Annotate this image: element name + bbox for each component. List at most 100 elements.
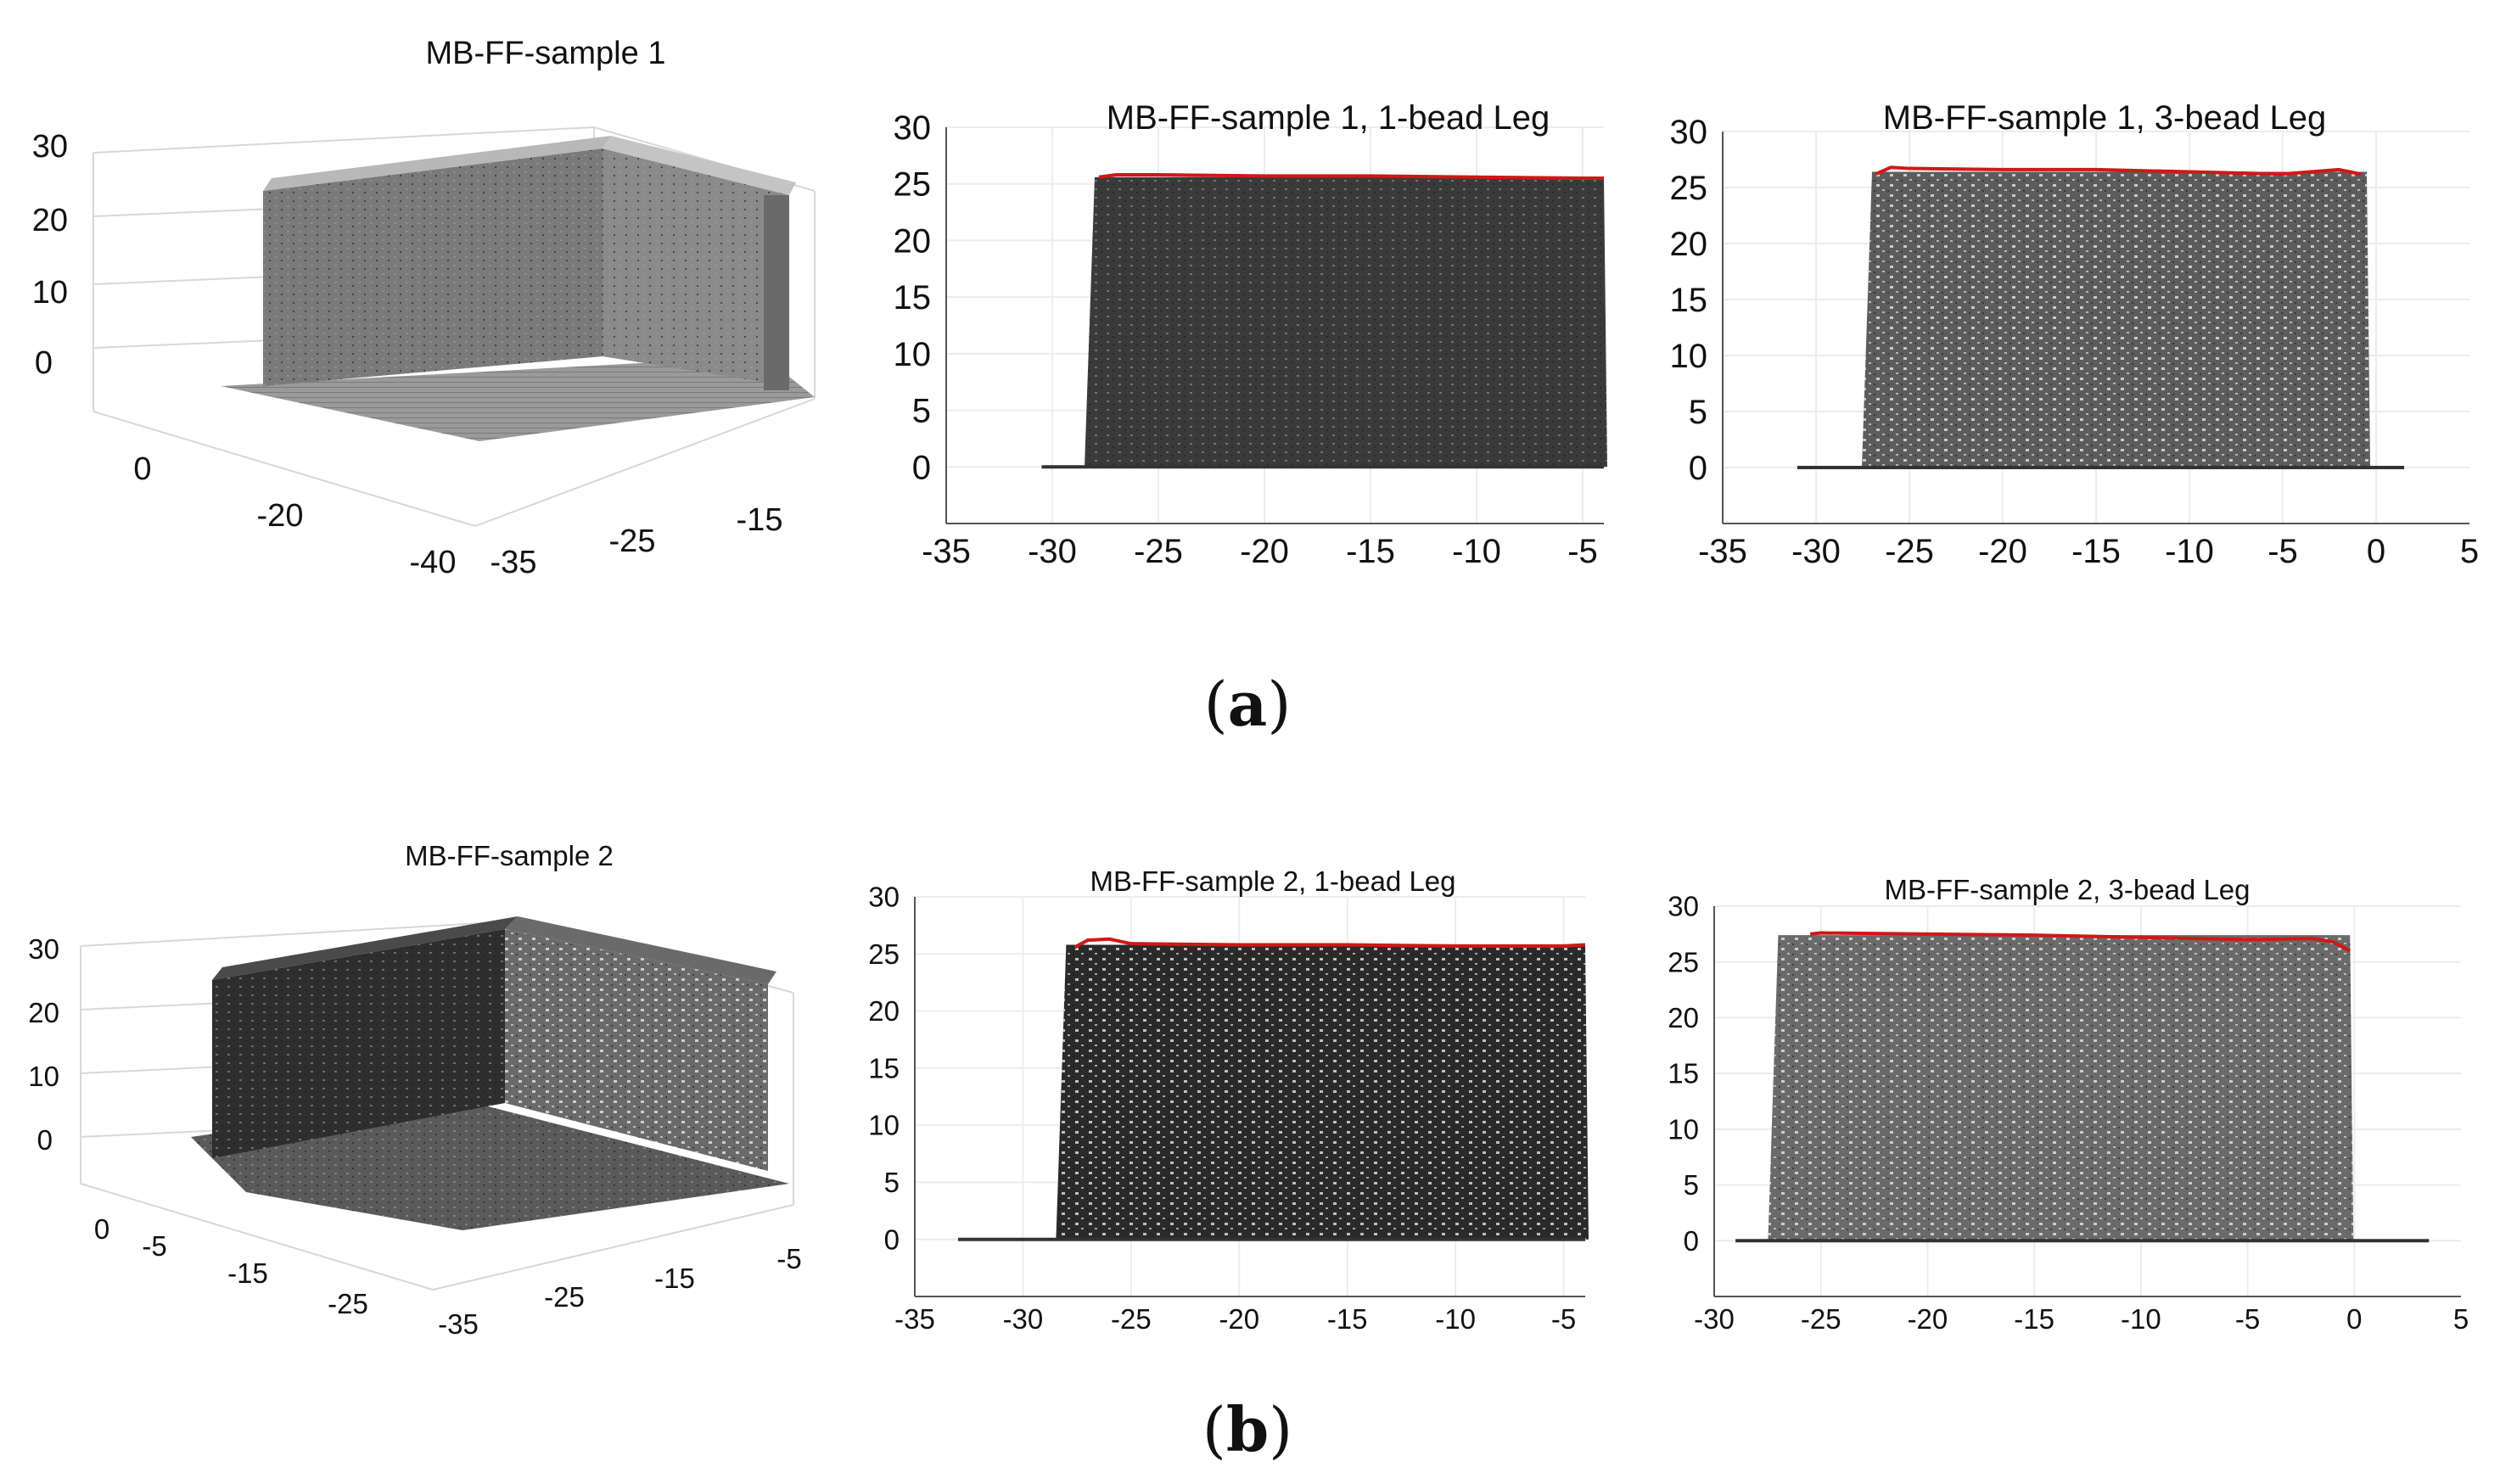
plot-title: MB-FF-sample 1, 1-bead Leg (1107, 99, 1550, 137)
tick-label: 30 (28, 933, 59, 965)
plot-a-3d-title: MB-FF-sample 1 (426, 36, 666, 71)
x-tick-label: -5 (2235, 1303, 2260, 1335)
plot-a-3bead: 0 5 10 15 20 25 30 -35 -30 -25 -20 -15 -10 -5 0 5 MB-FF-… (1670, 99, 2480, 570)
x-tick-label: -30 (1003, 1303, 1044, 1335)
tick-label: 0 (37, 1124, 53, 1156)
x-tick-label: -35 (1698, 533, 1747, 570)
y-tick-label: 25 (1670, 170, 1708, 207)
y-tick-label: 15 (1670, 282, 1708, 319)
tick-label: -25 (328, 1288, 368, 1319)
tick-label: 0 (94, 1213, 109, 1245)
y-tick-label: 20 (1670, 226, 1708, 263)
tick-label: 10 (32, 275, 68, 311)
y-tick-label: 30 (868, 882, 900, 913)
top-profile-line (1809, 931, 2351, 953)
plot-a-3d-y-ticks: 0 -20 -40 (133, 451, 456, 580)
y-tick-label: 5 (1684, 1169, 1699, 1201)
top-profile-line (1098, 173, 1604, 181)
x-tick-label: -30 (1791, 533, 1841, 570)
tick-label: -20 (257, 498, 304, 534)
tick-label: -15 (227, 1257, 268, 1289)
x-tick-label: -10 (1435, 1303, 1476, 1335)
y-tick-label: 10 (894, 336, 932, 373)
x-tick-label: -20 (1978, 533, 2027, 570)
top-profile-line (1073, 937, 1586, 949)
y-tick-label: 25 (1668, 946, 1699, 977)
tick-label: -15 (737, 502, 783, 538)
y-tick-label: 10 (1670, 338, 1708, 375)
plot-b-3bead: 0 5 10 15 20 25 30 -30 -25 -20 -15 -10 -5 0 5 MB-FF-sam… (1668, 874, 2469, 1335)
panel-label-b-open: ( (1202, 1394, 1226, 1465)
plot-a-3d-floor (221, 356, 815, 441)
x-tick-label: -35 (922, 533, 971, 570)
tick-label: -15 (654, 1263, 695, 1294)
y-tick-label: 5 (884, 1167, 900, 1198)
y-tick-label: 30 (894, 109, 932, 147)
y-tick-label: 0 (884, 1224, 900, 1255)
plot-a-3d: MB-FF-sample 1 30 20 10 0 (32, 36, 816, 580)
tick-label: -35 (438, 1308, 479, 1340)
y-tick-label: 20 (868, 995, 900, 1027)
plot-b-3d-title: MB-FF-sample 2 (405, 840, 614, 871)
panel-label-a-open: ( (1204, 669, 1228, 740)
plot-a-1bead: 0 5 10 15 20 25 30 -35 -30 -25 -20 -15 -10 -5 MB-FF-sa… (894, 99, 1607, 570)
plot-b-3d-x-ticks: -35 -25 -15 -5 (438, 1243, 802, 1340)
tick-label: -25 (544, 1281, 585, 1313)
y-tick-label: 20 (1668, 1002, 1699, 1033)
x-tick-label: -25 (1801, 1303, 1841, 1335)
y-tick-label: 0 (1684, 1225, 1699, 1257)
tick-label: -5 (776, 1243, 801, 1274)
x-tick-label: -10 (2165, 533, 2214, 570)
tick-label: 20 (32, 203, 68, 238)
tick-label: 0 (35, 345, 53, 381)
x-tick-label: -25 (1134, 533, 1183, 570)
wall-texture (1056, 944, 1589, 1240)
tick-label: 30 (32, 129, 68, 165)
y-tick-label: 5 (912, 393, 931, 430)
x-tick-label: -10 (2121, 1303, 2161, 1335)
panel-label-a-close: ) (1267, 669, 1291, 740)
y-tick-label: 20 (894, 222, 932, 260)
wall-texture (1862, 171, 2370, 468)
tick-label: 0 (133, 451, 151, 487)
y-tick-label: 10 (868, 1110, 900, 1141)
wall-texture (1085, 176, 1607, 468)
plot-title: MB-FF-sample 2, 3-bead Leg (1884, 874, 2250, 905)
plot-title: MB-FF-sample 1, 3-bead Leg (1883, 99, 2326, 137)
tick-label: -5 (142, 1230, 166, 1262)
panel-label-a-letter: a (1228, 668, 1268, 740)
x-tick-label: -15 (1327, 1303, 1368, 1335)
x-tick-label: 5 (2453, 1303, 2469, 1335)
y-tick-label: 0 (912, 449, 931, 486)
x-tick-label: -5 (1551, 1303, 1576, 1335)
x-tick-label: -35 (894, 1303, 935, 1335)
tick-label: -40 (410, 545, 457, 580)
top-profile-line (1875, 165, 2362, 176)
y-tick-label: 25 (894, 166, 932, 204)
plot-b-3d: MB-FF-sample 2 30 20 10 0 (28, 840, 801, 1340)
x-tick-label: -15 (2071, 533, 2121, 570)
tick-label: 20 (28, 997, 59, 1028)
panel-label-b: (b) (1202, 1393, 1293, 1465)
x-tick-label: -20 (1219, 1303, 1259, 1335)
x-tick-label: -20 (1908, 1303, 1948, 1335)
plot-b-3d-y-ticks: 0 -5 -15 -25 (94, 1213, 368, 1319)
x-tick-label: -5 (1567, 533, 1598, 570)
panel-label-a: (a) (1204, 668, 1292, 740)
tick-label: 10 (28, 1061, 59, 1092)
y-tick-label: 15 (1668, 1058, 1699, 1089)
y-tick-label: 5 (1689, 394, 1707, 431)
y-tick-label: 15 (894, 279, 932, 316)
plot-b-3d-z-ticks: 30 20 10 0 (28, 933, 59, 1156)
x-tick-label: -25 (1111, 1303, 1152, 1335)
y-tick-label: 30 (1668, 891, 1699, 922)
x-tick-label: -20 (1240, 533, 1289, 570)
x-tick-label: -10 (1452, 533, 1501, 570)
y-tick-label: 10 (1668, 1113, 1699, 1145)
panel-label-b-close: ) (1269, 1394, 1292, 1465)
y-tick-label: 25 (868, 938, 900, 970)
x-tick-label: 5 (2460, 533, 2479, 570)
plot-a-3d-x-ticks: -35 -25 -15 (490, 502, 783, 580)
x-tick-label: -15 (1346, 533, 1395, 570)
